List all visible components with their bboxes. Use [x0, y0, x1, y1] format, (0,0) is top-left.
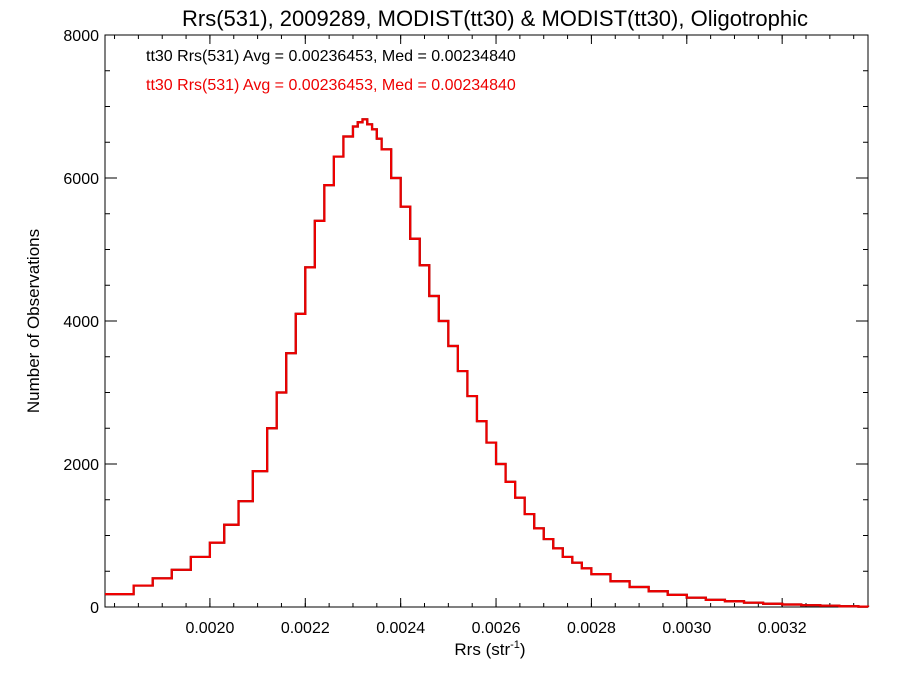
x-tick-label: 0.0020 — [185, 620, 234, 637]
histogram-series-0 — [105, 118, 870, 608]
y-tick-label: 4000 — [63, 314, 99, 331]
x-axis-label-main: Rrs (str — [454, 640, 510, 659]
y-tick-label: 8000 — [63, 28, 99, 45]
x-tick-label: 0.0028 — [567, 620, 616, 637]
x-tick-label: 0.0030 — [662, 620, 711, 637]
x-axis-label-end: ) — [520, 640, 526, 659]
x-tick-label: 0.0024 — [376, 620, 425, 637]
y-tick-label: 0 — [90, 600, 99, 617]
histogram-series-1 — [105, 118, 870, 608]
x-axis-label: Rrs (str-1) — [454, 639, 525, 659]
x-tick-label: 0.0026 — [472, 620, 521, 637]
y-tick-label: 2000 — [63, 457, 99, 474]
plot-frame — [104, 34, 869, 608]
plot-area: 0.0020 0.0022 0.0024 0.0026 0.0028 0.0030 0.00… — [63, 28, 870, 637]
y-tick-label: 6000 — [63, 171, 99, 188]
y-axis-label: Number of Observations — [24, 229, 43, 413]
annotation-red: tt30 Rrs(531) Avg = 0.00236453, Med = 0.… — [146, 77, 516, 94]
x-axis-label-superscript: -1 — [510, 639, 520, 651]
x-tick-label: 0.0022 — [281, 620, 330, 637]
x-tick-label: 0.0032 — [758, 620, 807, 637]
chart-title: Rrs(531), 2009289, MODIST(tt30) & MODIST… — [182, 6, 808, 31]
annotation-black: tt30 Rrs(531) Avg = 0.00236453, Med = 0.… — [146, 48, 516, 65]
